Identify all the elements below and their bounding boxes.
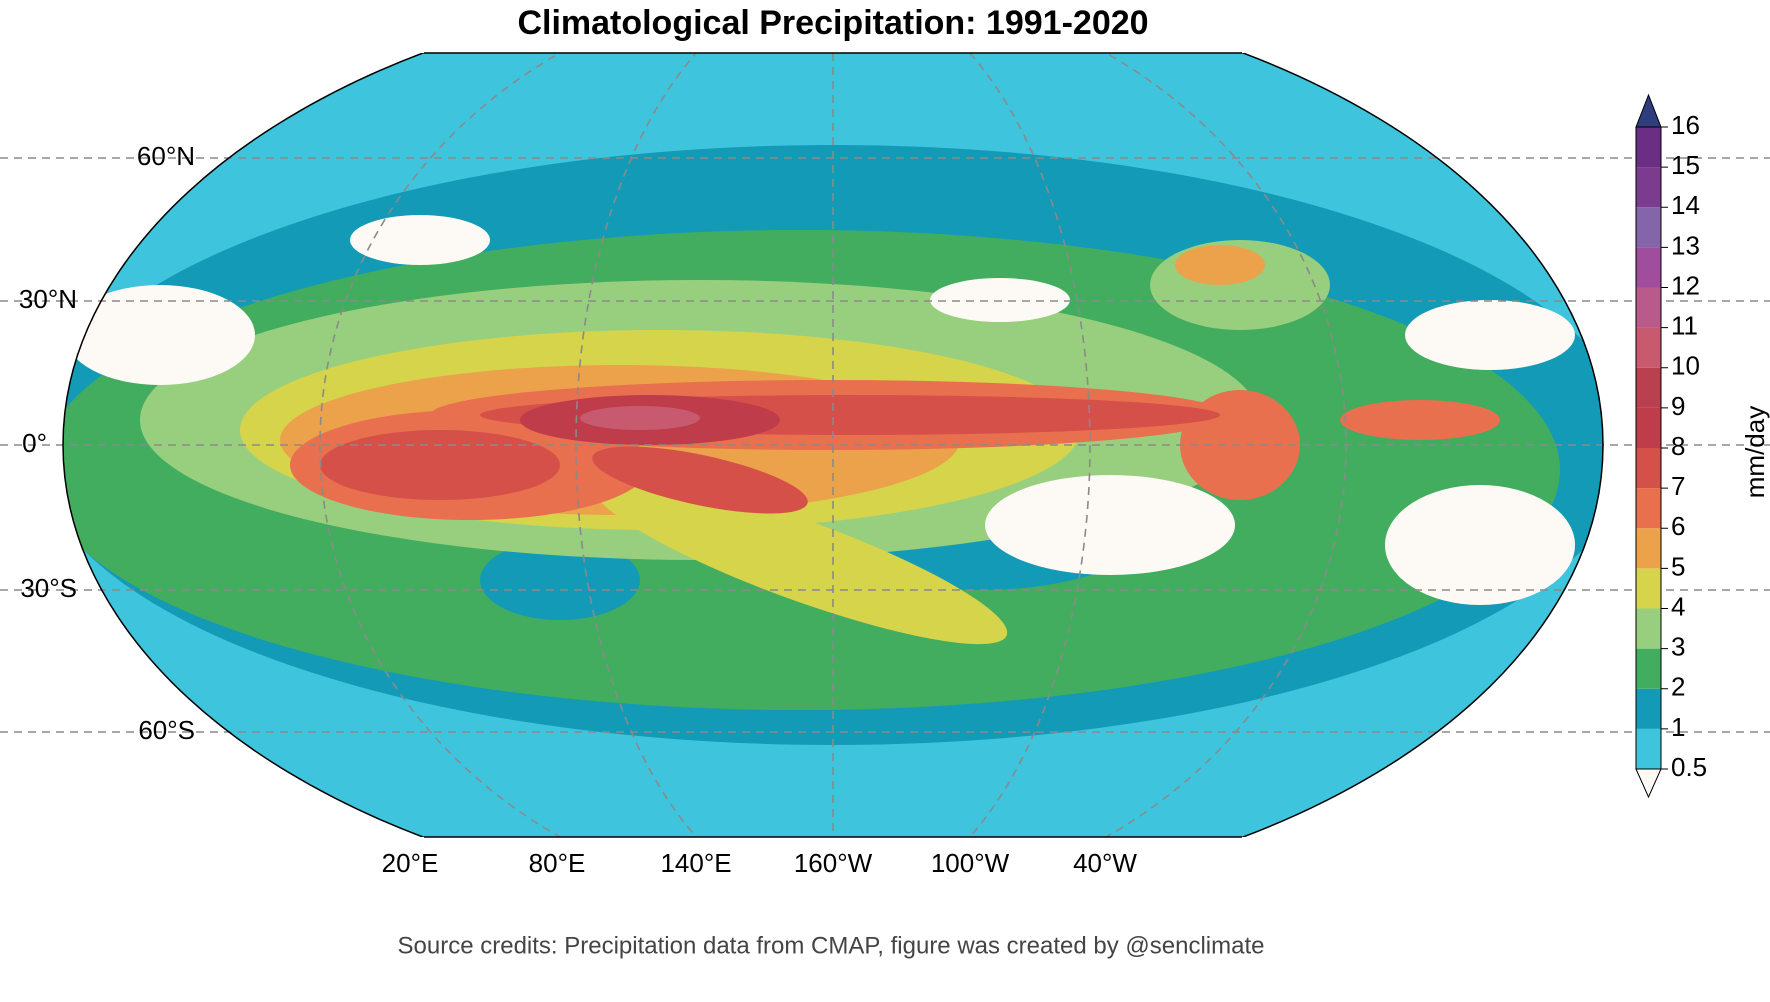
colorbar-tick-label: 10 <box>1671 351 1700 381</box>
colorbar-bin <box>1636 247 1661 288</box>
colorbar-over <box>1635 93 1662 128</box>
map-border <box>424 52 1242 838</box>
lon-labels: 20°E 80°E 140°E 160°W 100°W 40°W <box>382 848 1138 878</box>
colorbar-bin <box>1636 648 1661 689</box>
colorbar-tick-label: 1 <box>1671 712 1685 742</box>
lon-label: 140°E <box>660 848 731 878</box>
colorbar-bin <box>1636 608 1661 649</box>
colorbar-under <box>1635 768 1662 799</box>
colorbar-tick-label: 12 <box>1671 270 1700 300</box>
colorbar-bin <box>1636 407 1661 448</box>
colorbar-bin <box>1636 287 1661 328</box>
lon-label: 80°E <box>529 848 586 878</box>
colorbar-tick-label: 7 <box>1671 471 1685 501</box>
lon-label: 100°W <box>931 848 1010 878</box>
lat-label: 0° <box>22 428 47 458</box>
lat-label: 60°S <box>138 715 195 745</box>
colorbar-tick-label: 5 <box>1671 551 1685 581</box>
grid-line <box>319 53 1347 837</box>
colorbar-tick-label: 4 <box>1671 591 1685 621</box>
colorbar-bin <box>1636 327 1661 368</box>
colorbar-bin <box>1636 448 1661 489</box>
colorbar-tick-label: 13 <box>1671 230 1700 260</box>
colorbar-bin <box>1636 167 1661 208</box>
colorbar-tick-label: 14 <box>1671 190 1700 220</box>
colorbar-tick-label: 6 <box>1671 511 1685 541</box>
grid-line <box>575 53 1091 837</box>
map-border <box>62 53 1604 837</box>
colorbar-label: mm/day <box>1740 406 1770 498</box>
colorbar-bin <box>1636 688 1661 729</box>
lat-label: 30°N <box>19 284 77 314</box>
colorbar-bin <box>1636 528 1661 569</box>
colorbar-bin <box>1636 488 1661 529</box>
colorbar-tick-label: 0.5 <box>1671 752 1707 782</box>
colorbar-tick-label: 15 <box>1671 150 1700 180</box>
colorbar-tick-label: 3 <box>1671 632 1685 662</box>
colorbar-bin <box>1636 568 1661 609</box>
colorbar-bin <box>1636 367 1661 408</box>
lat-label: 60°N <box>137 141 195 171</box>
lat-labels: 60°N 30°N 0° 30°S 60°S <box>19 141 195 745</box>
source-note: Source credits: Precipitation data from … <box>398 932 1265 959</box>
colorbar-bin <box>1636 728 1661 769</box>
colorbar-tick-label: 9 <box>1671 391 1685 421</box>
lon-label: 20°E <box>382 848 439 878</box>
colorbar-tick-label: 2 <box>1671 672 1685 702</box>
colorbar-tick-label: 11 <box>1671 311 1698 341</box>
lon-label: 160°W <box>794 848 873 878</box>
lon-label: 40°W <box>1073 848 1137 878</box>
colorbar-bin <box>1636 207 1661 248</box>
chart-title: Climatological Precipitation: 1991-2020 <box>517 4 1148 42</box>
colorbar-bin <box>1636 127 1661 168</box>
colorbar-tick-label: 8 <box>1671 431 1685 461</box>
colorbar-tick-label: 16 <box>1671 110 1700 140</box>
lat-label: 30°S <box>20 573 77 603</box>
